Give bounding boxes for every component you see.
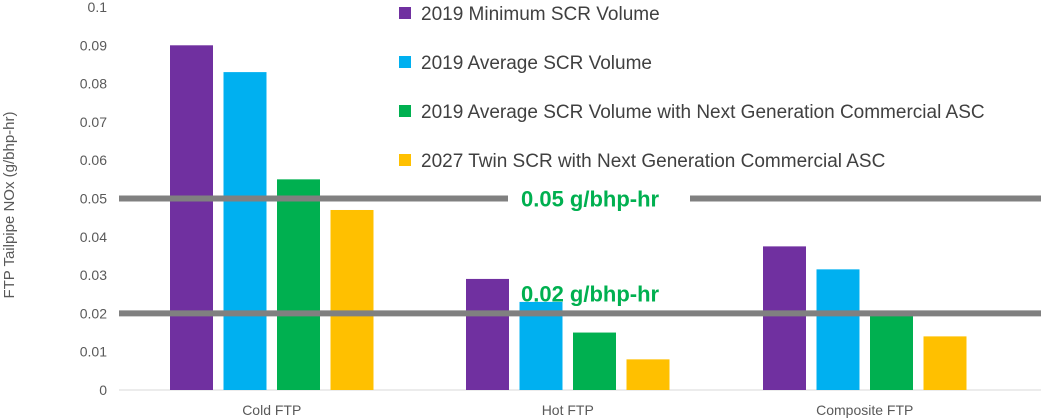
y-tick-label: 0 [99, 382, 107, 398]
bar-cold-ftp-series-1 [170, 45, 213, 391]
category-label-cold-ftp: Cold FTP [242, 402, 301, 418]
bar-cold-ftp-series-3 [277, 179, 320, 390]
legend: 2019 Minimum SCR Volume 2019 Average SCR … [399, 4, 985, 172]
category-label-composite-ftp: Composite FTP [816, 402, 913, 418]
legend-swatch-4 [399, 154, 411, 166]
bar-hot-ftp-series-4 [626, 359, 670, 390]
reference-label-0-05-g-bhp-hr: 0.05 g/bhp-hr [521, 187, 660, 212]
y-tick-label: 0.05 [80, 191, 107, 207]
legend-label-1: 2019 Minimum SCR Volume [421, 4, 660, 25]
y-tick-label: 0.09 [80, 37, 107, 53]
y-axis-label: FTP Tailpipe NOx (g/bhp-hr) [1, 111, 18, 298]
y-tick-label: 0.01 [80, 344, 107, 360]
y-tick-label: 0.07 [80, 114, 107, 130]
bar-hot-ftp-series-1 [466, 278, 509, 390]
legend-label-2: 2019 Average SCR Volume [421, 53, 652, 74]
bar-hot-ftp-series-3 [573, 332, 616, 390]
legend-label-4: 2027 Twin SCR with Next Generation Comme… [421, 151, 885, 172]
bar-composite-ftp-series-4 [923, 336, 967, 390]
bars [170, 45, 967, 391]
y-tick-label: 0.03 [80, 267, 107, 283]
reference-label-0-02-g-bhp-hr: 0.02 g/bhp-hr [521, 281, 660, 306]
y-axis-ticks: 0 0.01 0.02 0.03 0.04 0.05 0.06 0.07 0.08 0.09 0.1 [80, 0, 107, 398]
y-tick-label: 0.02 [80, 305, 107, 321]
bar-cold-ftp-series-2 [223, 72, 267, 391]
y-tick-label: 0.04 [80, 229, 107, 245]
legend-label-3: 2019 Average SCR Volume with Next Genera… [421, 102, 985, 123]
bar-composite-ftp-series-2 [816, 269, 860, 390]
bar-composite-ftp-series-1 [763, 246, 806, 390]
y-tick-label: 0.08 [80, 76, 107, 92]
legend-swatch-2 [399, 56, 411, 68]
y-tick-label: 0.1 [88, 0, 108, 15]
category-label-hot-ftp: Hot FTP [542, 402, 594, 418]
bar-composite-ftp-series-3 [870, 313, 913, 390]
legend-swatch-1 [399, 7, 411, 19]
y-tick-label: 0.06 [80, 152, 107, 168]
bar-hot-ftp-series-2 [519, 301, 563, 390]
x-axis-categories: Cold FTP Hot FTP Composite FTP [242, 402, 913, 418]
legend-swatch-3 [399, 105, 411, 117]
reference-lines: 0.05 g/bhp-hr 0.02 g/bhp-hr [119, 187, 1041, 317]
bar-cold-ftp-series-4 [330, 209, 374, 390]
